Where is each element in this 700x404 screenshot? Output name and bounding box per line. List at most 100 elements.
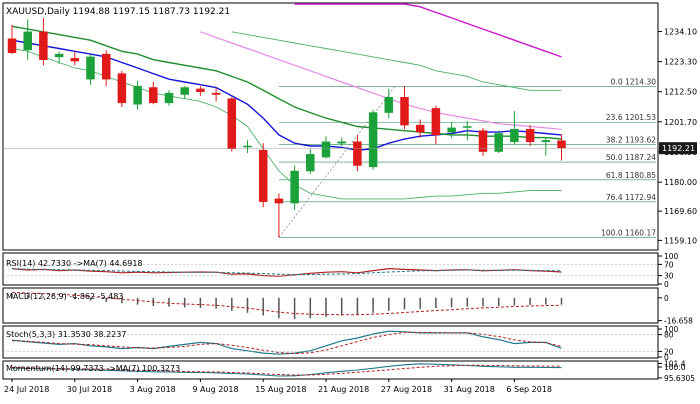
rsi-panel-frame	[2, 252, 659, 286]
candle-bull	[447, 127, 456, 133]
candle-bull	[23, 31, 32, 51]
candle-bear	[7, 38, 17, 53]
candle-bull	[368, 112, 378, 168]
x-tick-label: 31 Aug 2018	[444, 385, 495, 394]
candle-bear	[258, 149, 268, 202]
y-tick-label: 1159.10	[664, 236, 697, 245]
macd-signal-line	[11, 291, 562, 316]
overlay-line-bb-upper	[231, 31, 562, 91]
x-tick-label: 15 Aug 2018	[255, 385, 306, 394]
x-tick-label: 30 Jul 2018	[67, 385, 112, 394]
candle-bear	[39, 31, 48, 60]
current-price-label: 1192.21	[662, 144, 695, 153]
candle-bull	[384, 97, 394, 113]
fib-level-label: 76.4 1172.94	[606, 193, 656, 202]
y-tick-label: 1223.30	[664, 58, 697, 67]
candle-bull	[86, 56, 95, 80]
fib-level-label: 61.8 1180.85	[606, 171, 656, 180]
y-tick-label: 1212.50	[664, 88, 697, 97]
x-tick-label: 3 Aug 2018	[130, 385, 176, 394]
fib-level-label: 50.0 1187.24	[606, 153, 656, 162]
candle-bear	[227, 98, 237, 150]
overlay-line-ema-mid	[11, 25, 562, 140]
candle-bull	[510, 129, 519, 143]
momentum-label: Momentum(14) 99.7373 ->MA(7) 100.3273	[6, 364, 180, 373]
y-tick-label: 70	[664, 260, 674, 269]
y-tick-label: 100	[664, 252, 679, 261]
candle-bear	[400, 97, 409, 126]
candle-bear	[101, 53, 111, 80]
stoch-panel-frame	[2, 325, 659, 359]
y-tick-label: 20	[664, 347, 674, 356]
series-line	[11, 331, 562, 355]
x-tick-label: 9 Aug 2018	[192, 385, 238, 394]
candle-bear	[211, 92, 221, 95]
candle-bear	[70, 58, 80, 62]
macd-panel: 0 -16.658	[11, 291, 693, 326]
candle-bull	[541, 140, 551, 143]
candle-bear	[117, 73, 127, 104]
fib-level-label: 23.6 1201.53	[606, 113, 656, 122]
overlay-line-ema-long	[200, 31, 562, 130]
price-panel: 1234.101223.301212.501201.701190.901180.…	[3, 3, 697, 245]
overlay-line-ema-slow	[294, 3, 562, 58]
y-tick-label: 0	[664, 280, 669, 289]
x-axis: 24 Jul 2018 30 Jul 2018 3 Aug 2018 9 Aug 20…	[4, 379, 552, 394]
candle-bear	[196, 88, 205, 92]
y-tick-label: -16.658	[664, 317, 693, 326]
y-tick-label: 101.4	[664, 360, 686, 369]
fib-level-label: 0.0 1214.30	[611, 78, 657, 87]
y-tick-label: 80	[664, 331, 674, 340]
chart-header: XAUUSD,Daily 1194.88 1197.15 1187.73 119…	[6, 7, 230, 17]
y-tick-label: 30	[664, 272, 674, 281]
x-tick-label: 6 Sep 2018	[506, 385, 552, 394]
candle-bull	[321, 141, 331, 158]
fib-level-label: 100.0 1160.17	[601, 228, 656, 237]
candle-bear	[557, 140, 566, 149]
candle-bear	[149, 87, 158, 104]
y-tick-label: 1234.10	[664, 28, 697, 37]
y-tick-label: 0	[664, 353, 669, 362]
fib-level-label: 38.2 1193.62	[606, 135, 656, 144]
candle-bull	[306, 154, 315, 172]
y-tick-label: 95.6305	[664, 374, 695, 383]
main-plot-frame	[2, 2, 659, 251]
series-line	[11, 267, 562, 277]
candle-bull	[164, 92, 174, 104]
y-tick-label: 1180.00	[664, 178, 697, 187]
candle-bull	[133, 85, 142, 105]
candle-bull	[494, 133, 503, 152]
x-tick-label: 21 Aug 2018	[318, 385, 369, 394]
x-tick-label: 24 Jul 2018	[4, 385, 49, 394]
rsi-label: RSI(14) 42.7330 ->MA(7) 44.6918	[6, 259, 143, 268]
x-tick-label: 27 Aug 2018	[381, 385, 432, 394]
y-tick-label: 1169.60	[664, 207, 697, 216]
y-tick-label: 1201.70	[664, 118, 697, 127]
candle-bull	[463, 126, 472, 128]
current-price-box	[659, 142, 697, 155]
y-tick-label: 0	[664, 294, 669, 303]
candle-bull	[243, 145, 252, 148]
candle-bear	[525, 129, 535, 143]
candle-bull	[337, 141, 346, 144]
series-line	[11, 268, 562, 275]
series-line	[11, 364, 562, 376]
candle-bear	[415, 124, 425, 133]
macd-label: MACD(12,26,9) -4.862 -5.483	[6, 292, 123, 301]
candle-bear	[353, 141, 362, 166]
y-tick-label: 100	[664, 325, 679, 334]
series-line	[11, 363, 562, 377]
stoch-label: Stoch(5,3,3) 31.3530 38.2237	[6, 330, 126, 339]
candle-bear	[274, 198, 284, 204]
y-tick-label: 100.0	[664, 363, 686, 372]
candle-bull	[290, 170, 299, 204]
candle-bull	[180, 87, 189, 95]
candle-bear	[478, 130, 488, 152]
candle-bull	[54, 53, 64, 58]
candle-bear	[431, 108, 441, 136]
